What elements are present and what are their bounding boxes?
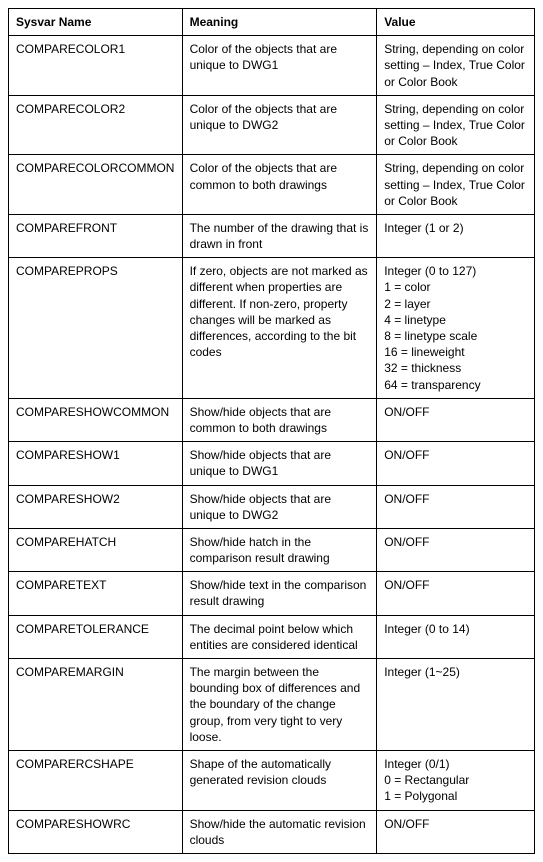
sysvar-table: Sysvar Name Meaning Value COMPARECOLOR1C… [8,8,535,854]
value-line: 16 = lineweight [384,344,527,360]
cell-sysvar-name: COMPAREMARGIN [9,659,183,751]
table-row: COMPARECOLORCOMMONColor of the objects t… [9,155,535,215]
table-header: Sysvar Name Meaning Value [9,9,535,36]
cell-value: ON/OFF [377,572,535,615]
cell-meaning: Color of the objects that are common to … [182,155,377,215]
table-row: COMPAREFRONTThe number of the drawing th… [9,214,535,257]
value-line: 32 = thickness [384,360,527,376]
value-line: 0 = Rectangular [384,772,527,788]
cell-value: ON/OFF [377,528,535,571]
cell-meaning: If zero, objects are not marked as diffe… [182,258,377,399]
col-header-name: Sysvar Name [9,9,183,36]
cell-value: Integer (1~25) [377,659,535,751]
cell-sysvar-name: COMPARESHOW2 [9,485,183,528]
value-line: 4 = linetype [384,312,527,328]
cell-meaning: The number of the drawing that is drawn … [182,214,377,257]
cell-sysvar-name: COMPARESHOWCOMMON [9,398,183,441]
value-line: Integer (0/1) [384,756,527,772]
cell-meaning: Show/hide hatch in the comparison result… [182,528,377,571]
cell-value: Integer (1 or 2) [377,214,535,257]
cell-meaning: Show/hide objects that are common to bot… [182,398,377,441]
cell-sysvar-name: COMPAREPROPS [9,258,183,399]
value-line: Integer (1~25) [384,664,527,680]
cell-sysvar-name: COMPARETOLERANCE [9,615,183,658]
value-line: 2 = layer [384,296,527,312]
table-row: COMPAREMARGINThe margin between the boun… [9,659,535,751]
value-line: ON/OFF [384,816,527,832]
value-line: Integer (0 to 14) [384,621,527,637]
cell-value: String, depending on color setting – Ind… [377,36,535,96]
value-line: ON/OFF [384,577,527,593]
cell-value: ON/OFF [377,485,535,528]
value-line: 8 = linetype scale [384,328,527,344]
value-line: String, depending on color setting – Ind… [384,160,527,209]
table-row: COMPAREHATCHShow/hide hatch in the compa… [9,528,535,571]
table-row: COMPAREPROPSIf zero, objects are not mar… [9,258,535,399]
table-row: COMPARESHOWCOMMONShow/hide objects that … [9,398,535,441]
cell-meaning: Show/hide objects that are unique to DWG… [182,485,377,528]
cell-sysvar-name: COMPARERCSHAPE [9,750,183,810]
col-header-value: Value [377,9,535,36]
cell-value: Integer (0 to 127)1 = color2 = layer4 = … [377,258,535,399]
cell-value: Integer (0 to 14) [377,615,535,658]
value-line: String, depending on color setting – Ind… [384,41,527,90]
value-line: 64 = transparency [384,377,527,393]
table-row: COMPARETOLERANCEThe decimal point below … [9,615,535,658]
value-line: ON/OFF [384,491,527,507]
table-row: COMPARESHOW2Show/hide objects that are u… [9,485,535,528]
cell-sysvar-name: COMPARESHOW1 [9,442,183,485]
table-row: COMPARESHOWRCShow/hide the automatic rev… [9,810,535,853]
cell-meaning: Show/hide the automatic revision clouds [182,810,377,853]
value-line: ON/OFF [384,534,527,550]
cell-value: ON/OFF [377,398,535,441]
cell-meaning: Color of the objects that are unique to … [182,95,377,155]
cell-meaning: Color of the objects that are unique to … [182,36,377,96]
cell-sysvar-name: COMPAREFRONT [9,214,183,257]
cell-sysvar-name: COMPAREHATCH [9,528,183,571]
cell-value: ON/OFF [377,810,535,853]
cell-sysvar-name: COMPARETEXT [9,572,183,615]
cell-meaning: The decimal point below which entities a… [182,615,377,658]
cell-value: Integer (0/1)0 = Rectangular1 = Polygona… [377,750,535,810]
cell-sysvar-name: COMPARECOLORCOMMON [9,155,183,215]
cell-value: ON/OFF [377,442,535,485]
value-line: 1 = color [384,279,527,295]
cell-meaning: Shape of the automatically generated rev… [182,750,377,810]
value-line: Integer (0 to 127) [384,263,527,279]
cell-meaning: The margin between the bounding box of d… [182,659,377,751]
cell-sysvar-name: COMPARECOLOR1 [9,36,183,96]
cell-value: String, depending on color setting – Ind… [377,155,535,215]
value-line: Integer (1 or 2) [384,220,527,236]
cell-meaning: Show/hide text in the comparison result … [182,572,377,615]
value-line: String, depending on color setting – Ind… [384,101,527,150]
table-row: COMPARETEXTShow/hide text in the compari… [9,572,535,615]
table-row: COMPARECOLOR1Color of the objects that a… [9,36,535,96]
table-row: COMPARECOLOR2Color of the objects that a… [9,95,535,155]
table-body: COMPARECOLOR1Color of the objects that a… [9,36,535,854]
value-line: ON/OFF [384,404,527,420]
cell-sysvar-name: COMPARECOLOR2 [9,95,183,155]
table-row: COMPARESHOW1Show/hide objects that are u… [9,442,535,485]
col-header-meaning: Meaning [182,9,377,36]
cell-sysvar-name: COMPARESHOWRC [9,810,183,853]
table-row: COMPARERCSHAPEShape of the automatically… [9,750,535,810]
value-line: ON/OFF [384,447,527,463]
cell-value: String, depending on color setting – Ind… [377,95,535,155]
value-line: 1 = Polygonal [384,788,527,804]
cell-meaning: Show/hide objects that are unique to DWG… [182,442,377,485]
